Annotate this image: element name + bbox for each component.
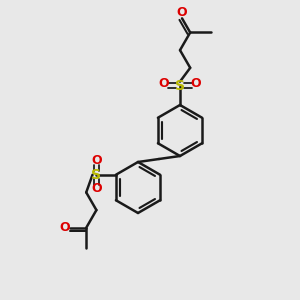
Text: O: O	[177, 7, 188, 20]
Text: O: O	[190, 76, 201, 90]
Text: S: S	[175, 79, 185, 92]
Text: O: O	[91, 182, 102, 195]
Text: O: O	[91, 154, 102, 167]
Text: S: S	[92, 168, 101, 182]
Text: O: O	[159, 76, 170, 90]
Text: O: O	[59, 221, 70, 234]
Text: O: O	[160, 78, 168, 88]
